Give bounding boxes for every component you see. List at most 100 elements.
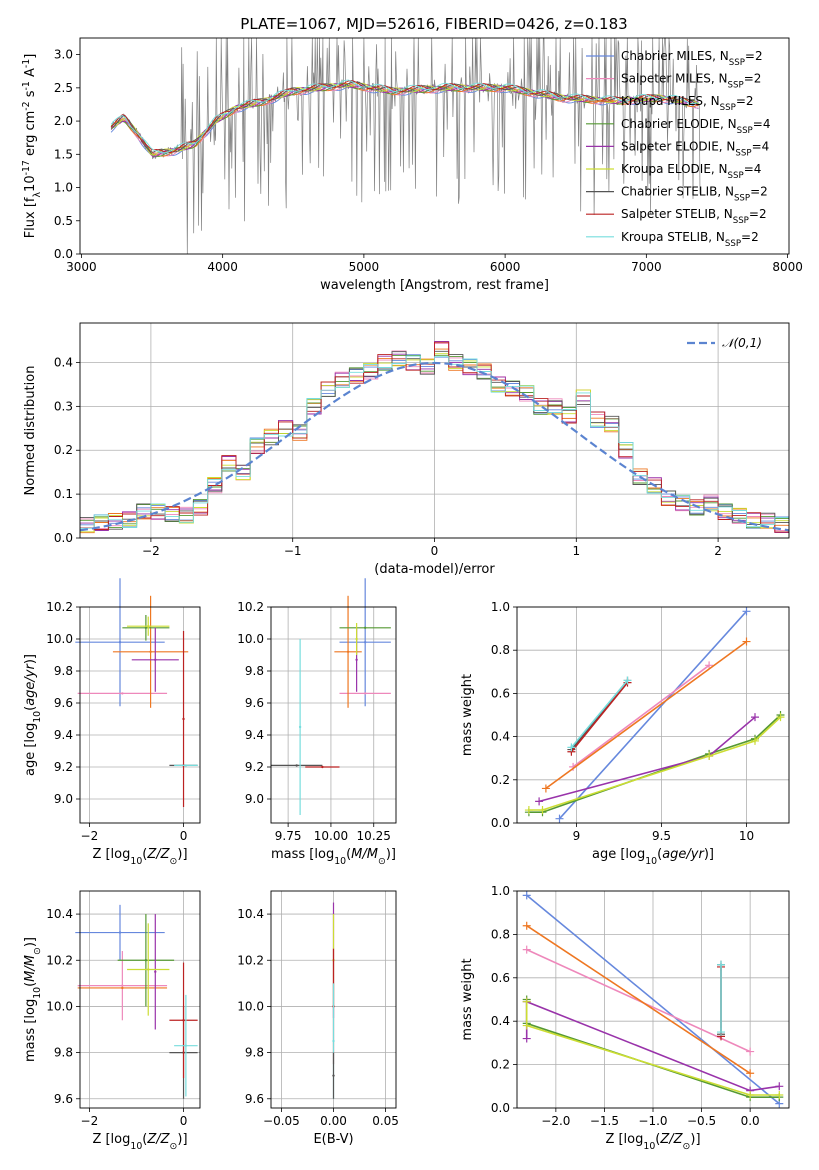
data-point xyxy=(144,626,148,629)
mass-vs-extinction-panel: −0.05 0.00 0.05 9.6 9.8 10.0 10.2 10.4 E(B-V) xyxy=(237,890,399,1147)
y-tick-label: 1.5 xyxy=(54,147,73,161)
y-tick-label: 10.2 xyxy=(46,600,73,614)
data-point xyxy=(332,1039,335,1043)
model-spectrum-line xyxy=(110,84,699,157)
y-tick-label: 10.2 xyxy=(237,953,264,967)
x-tick-label: 10.00 xyxy=(314,829,348,843)
weight-line xyxy=(526,894,780,1105)
legend-label: Kroupa MILES, NSSP=2 xyxy=(621,94,754,113)
x-tick-label: −0.5 xyxy=(687,1114,716,1128)
figure-title: PLATE=1067, MJD=52616, FIBERID=0426, z=0… xyxy=(240,15,627,33)
x-tick-label: 5000 xyxy=(349,260,380,274)
weight-marker xyxy=(705,752,714,761)
y-tick-label: 10.4 xyxy=(46,907,73,921)
weight-marker xyxy=(522,997,531,1006)
data-point xyxy=(355,658,358,661)
data-point xyxy=(121,692,124,695)
weight-marker xyxy=(717,960,725,969)
y-tick-label: 9.6 xyxy=(54,1092,73,1106)
spectrum-legend: Chabrier MILES, NSSP=2 Salpeter MILES, NS… xyxy=(586,49,770,249)
x-axis-label: mass [log10(M/M⊙)] xyxy=(271,847,396,867)
y-tick-label: 9.8 xyxy=(245,1046,264,1060)
y-tick-label: 9.6 xyxy=(54,696,73,710)
weight-line xyxy=(572,664,710,768)
x-tick-label: 10 xyxy=(739,829,754,843)
data-point xyxy=(118,641,122,644)
weight-line xyxy=(558,610,748,820)
y-tick-label: 1.0 xyxy=(491,884,510,898)
weight-line xyxy=(545,640,747,790)
weight-marker xyxy=(775,1090,784,1099)
weight-marker xyxy=(746,1090,755,1099)
y-tick-label: 9.8 xyxy=(245,664,264,678)
data-point xyxy=(147,625,150,628)
axes-frame xyxy=(79,37,790,255)
weight-marker xyxy=(742,607,751,616)
weight-line xyxy=(528,714,782,814)
x-tick-label: 9.75 xyxy=(275,829,302,843)
mass-vs-metallicity-panel: −2 0 9.6 9.8 10.0 10.2 10.4 Z [log10(Z/Z⊙)] mass… xyxy=(23,890,201,1152)
y-tick-label: 0.4 xyxy=(491,730,510,744)
x-tick-label: 3000 xyxy=(66,260,97,274)
weight-line xyxy=(528,716,782,811)
weight-marker xyxy=(524,806,533,815)
y-axis-label: age [log10(age/yr)] xyxy=(23,654,43,776)
y-tick-label: 1.0 xyxy=(491,600,510,614)
x-tick-label: 1 xyxy=(572,544,580,558)
legend-label: Chabrier ELODIE, NSSP=4 xyxy=(621,117,770,136)
x-tick-label: 10.25 xyxy=(357,829,391,843)
weight-marker xyxy=(623,676,632,685)
y-axis-label: mass weight xyxy=(460,958,475,1040)
data-point xyxy=(149,650,152,653)
gaussian-curve xyxy=(79,361,790,532)
legend-label: Chabrier MILES, NSSP=2 xyxy=(621,49,763,68)
axes-frame xyxy=(270,890,397,1109)
age-vs-metallicity-panel: −2 0 9.0 9.2 9.4 9.6 9.8 10.0 10.2 Z [log10(Z/Z⊙)… xyxy=(23,578,201,867)
data-point xyxy=(321,765,324,769)
histogram-panel: −2 −1 0 1 2 0.0 0.1 0.2 0.3 0.4 (data-model)/error… xyxy=(23,322,790,577)
y-tick-label: 0.3 xyxy=(54,399,73,413)
spectrum-panel: 3000 4000 5000 6000 7000 8000 0.0 0.5 1.0 1.5 2.0 2… xyxy=(21,37,803,293)
weight-marker xyxy=(776,713,785,722)
y-tick-label: 0.2 xyxy=(491,773,510,787)
x-tick-label: 4000 xyxy=(207,260,238,274)
y-tick-label: 0.0 xyxy=(491,1101,510,1115)
x-axis-label: (data-model)/error xyxy=(374,562,495,577)
x-axis-label: Z [log10(Z/Z⊙)] xyxy=(605,1132,700,1152)
axes-frame xyxy=(516,606,790,824)
weight-marker xyxy=(522,1021,531,1030)
data-point xyxy=(184,764,188,767)
model-spectrum-line xyxy=(110,79,699,154)
y-tick-label: 9.6 xyxy=(245,696,264,710)
x-axis-label: Z [log10(Z/Z⊙)] xyxy=(92,1132,187,1152)
legend-label: Kroupa STELIB, NSSP=2 xyxy=(621,230,759,249)
x-tick-label: 8000 xyxy=(772,260,803,274)
data-point xyxy=(184,1044,188,1047)
weight-marker xyxy=(522,891,531,900)
weight-marker xyxy=(717,1028,725,1037)
axes-frame xyxy=(79,322,790,539)
y-tick-label: 0.5 xyxy=(54,214,73,228)
y-tick-label: 10.0 xyxy=(237,999,264,1013)
data-point xyxy=(363,692,367,695)
histogram-step-line xyxy=(80,341,789,533)
axes-frame xyxy=(79,606,201,824)
weight-line xyxy=(526,948,751,1053)
y-tick-label: 9.4 xyxy=(54,728,73,742)
y-tick-label: 9.6 xyxy=(245,1092,264,1106)
legend-label: 𝒩(0,1) xyxy=(722,336,762,350)
y-tick-label: 0.2 xyxy=(491,1058,510,1072)
weight-line xyxy=(570,682,629,753)
x-tick-label: 0.05 xyxy=(372,1114,399,1128)
weight-marker xyxy=(746,1069,755,1078)
axes-frame xyxy=(516,890,790,1109)
weight-marker xyxy=(522,921,531,930)
y-tick-label: 9.8 xyxy=(54,1046,73,1060)
data-point xyxy=(118,931,122,934)
weight-marker xyxy=(541,784,550,793)
y-tick-label: 0.6 xyxy=(491,971,510,985)
x-tick-label: −2 xyxy=(81,829,99,843)
y-tick-label: 9.0 xyxy=(245,792,264,806)
y-tick-label: 10.2 xyxy=(46,953,73,967)
histogram-step-line xyxy=(80,355,789,529)
